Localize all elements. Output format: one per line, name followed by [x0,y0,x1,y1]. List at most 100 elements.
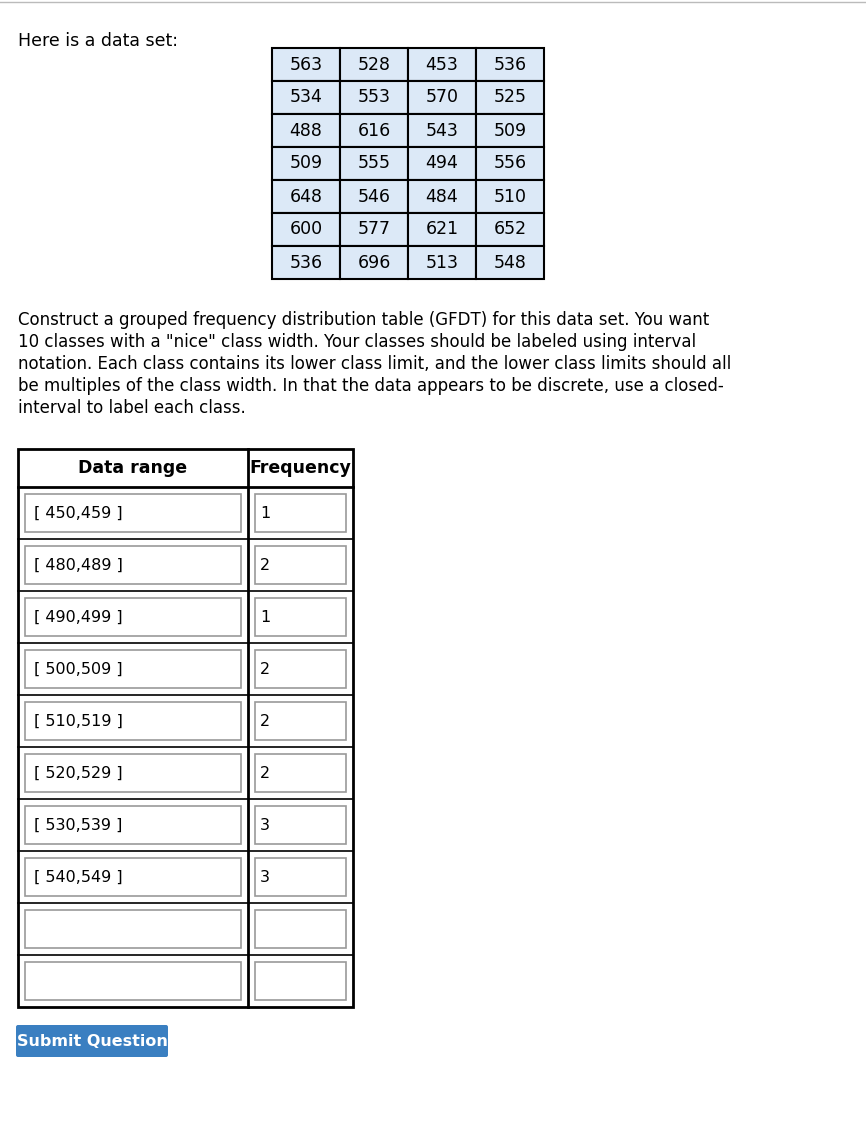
Bar [25,806,241,844]
Text: [ 540,549 ]: [ 540,549 ] [34,869,123,885]
Bar [25,754,241,792]
Bar [476,246,544,279]
Bar [476,114,544,147]
FancyBboxPatch shape [16,1025,168,1057]
Text: 2: 2 [260,557,270,573]
Bar [340,81,408,114]
Bar [272,246,340,279]
Text: 2: 2 [260,765,270,781]
Text: Here is a data set:: Here is a data set: [18,32,178,50]
Bar [272,114,340,147]
Text: 534: 534 [289,88,322,106]
Bar [340,147,408,180]
Bar [272,81,340,114]
Text: [ 450,459 ]: [ 450,459 ] [34,505,123,521]
Bar [25,650,241,688]
Text: 548: 548 [494,253,527,271]
Bar [25,598,241,636]
Bar [255,702,346,740]
Text: 484: 484 [425,188,458,206]
Text: 652: 652 [494,220,527,238]
Text: [ 520,529 ]: [ 520,529 ] [34,765,123,781]
Text: 453: 453 [425,55,458,73]
Text: 555: 555 [358,155,391,173]
Bar [25,494,241,532]
Text: 546: 546 [358,188,391,206]
Text: 536: 536 [494,55,527,73]
Text: 1: 1 [260,505,270,521]
Text: 3: 3 [260,869,270,885]
Bar [340,180,408,212]
Text: be multiples of the class width. In that the data appears to be discrete, use a : be multiples of the class width. In that… [18,377,724,395]
Bar [255,910,346,948]
Text: 1: 1 [260,609,270,625]
Bar [255,650,346,688]
Text: 513: 513 [425,253,458,271]
Text: 600: 600 [289,220,322,238]
Text: 696: 696 [358,253,391,271]
Text: 621: 621 [425,220,459,238]
Bar [408,81,476,114]
Bar [340,246,408,279]
Text: 2: 2 [260,713,270,729]
Bar [272,147,340,180]
Bar [272,180,340,212]
Bar [18,449,353,1007]
Bar [25,910,241,948]
Text: 536: 536 [289,253,322,271]
Bar [340,114,408,147]
Bar [255,806,346,844]
Text: Submit Question: Submit Question [16,1034,167,1049]
Bar [408,180,476,212]
Text: [ 490,499 ]: [ 490,499 ] [34,609,123,625]
Bar [272,212,340,246]
Bar [272,47,340,81]
Text: Construct a grouped frequency distribution table (GFDT) for this data set. You w: Construct a grouped frequency distributi… [18,311,709,329]
Bar [255,858,346,896]
Text: 570: 570 [425,88,458,106]
Bar [25,962,241,1000]
Text: 10 classes with a "nice" class width. Your classes should be labeled using inter: 10 classes with a "nice" class width. Yo… [18,333,696,351]
Bar [408,212,476,246]
Bar [408,47,476,81]
Bar [476,147,544,180]
Bar [408,246,476,279]
Text: 563: 563 [289,55,322,73]
Bar [255,494,346,532]
Text: 528: 528 [358,55,391,73]
Bar [476,212,544,246]
Text: 525: 525 [494,88,527,106]
Text: 494: 494 [425,155,458,173]
Text: 648: 648 [289,188,322,206]
Bar [340,212,408,246]
Text: 510: 510 [494,188,527,206]
Text: [ 480,489 ]: [ 480,489 ] [34,557,123,573]
Bar [255,754,346,792]
Text: [ 530,539 ]: [ 530,539 ] [34,817,122,833]
Text: [ 500,509 ]: [ 500,509 ] [34,661,123,677]
Bar [25,858,241,896]
Text: 543: 543 [425,122,458,139]
Bar [408,147,476,180]
Bar [255,598,346,636]
Text: notation. Each class contains its lower class limit, and the lower class limits : notation. Each class contains its lower … [18,355,731,373]
Text: 488: 488 [289,122,322,139]
Bar [408,114,476,147]
Text: 509: 509 [494,122,527,139]
Text: 509: 509 [289,155,322,173]
Text: 3: 3 [260,817,270,833]
Bar [340,47,408,81]
Text: Frequency: Frequency [249,459,352,477]
Bar [25,546,241,584]
Bar [25,702,241,740]
Bar [476,81,544,114]
Text: 616: 616 [358,122,391,139]
Text: 2: 2 [260,661,270,677]
Bar [476,180,544,212]
Text: [ 510,519 ]: [ 510,519 ] [34,713,123,729]
Bar [476,47,544,81]
Text: Data range: Data range [79,459,188,477]
Text: 556: 556 [494,155,527,173]
Bar [255,962,346,1000]
Text: interval to label each class.: interval to label each class. [18,399,246,417]
